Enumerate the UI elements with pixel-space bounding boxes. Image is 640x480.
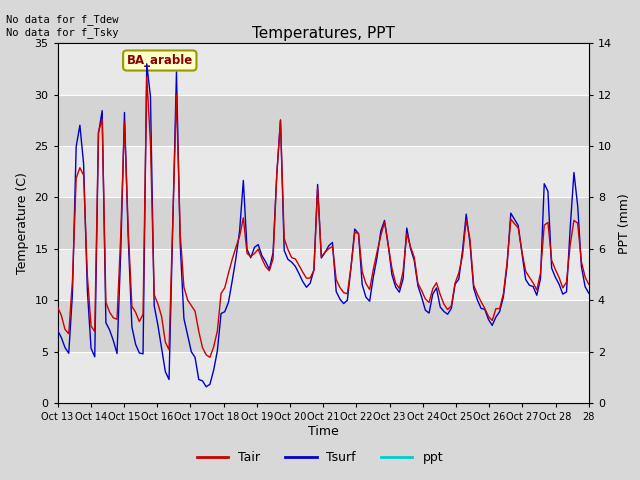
Bar <box>58 197 589 249</box>
Bar <box>58 249 589 300</box>
Title: Temperatures, PPT: Temperatures, PPT <box>252 25 395 41</box>
Y-axis label: Temperature (C): Temperature (C) <box>16 172 29 274</box>
Text: No data for f_Tdew
No data for f_Tsky: No data for f_Tdew No data for f_Tsky <box>6 14 119 38</box>
Y-axis label: PPT (mm): PPT (mm) <box>618 193 630 253</box>
Text: BA_arable: BA_arable <box>127 54 193 67</box>
Legend: Tair, Tsurf, ppt: Tair, Tsurf, ppt <box>192 446 448 469</box>
Bar <box>58 43 589 95</box>
X-axis label: Time: Time <box>308 425 339 438</box>
Bar <box>58 352 589 403</box>
Bar <box>58 146 589 197</box>
Bar <box>58 95 589 146</box>
Bar <box>58 300 589 352</box>
